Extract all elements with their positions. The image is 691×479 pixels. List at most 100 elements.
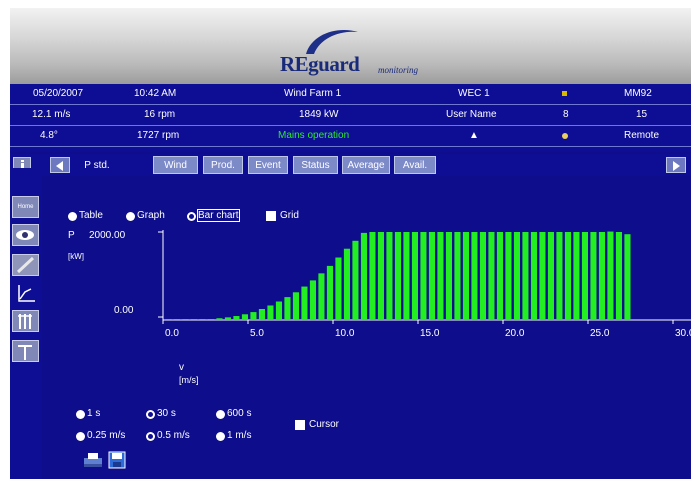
home-button[interactable]: Home bbox=[12, 196, 39, 218]
prev-tab-button[interactable] bbox=[50, 157, 70, 173]
status-square-icon bbox=[562, 91, 567, 96]
chart-bar bbox=[428, 232, 435, 320]
grid-option-label: Grid bbox=[280, 210, 299, 221]
prev-arrow-icon bbox=[56, 161, 63, 171]
x-axis-label: v bbox=[179, 362, 184, 373]
chart-bar bbox=[564, 232, 571, 320]
bin-05-radio[interactable] bbox=[146, 432, 155, 441]
wind-speed-value: 12.1 m/s bbox=[32, 109, 71, 120]
x-tick-label: 30.0 bbox=[675, 328, 691, 339]
tab-status[interactable]: Status bbox=[293, 156, 338, 174]
count-value: 8 bbox=[563, 109, 569, 120]
save-icon[interactable] bbox=[108, 451, 126, 469]
chart-bar bbox=[292, 292, 299, 320]
view-button[interactable] bbox=[12, 224, 39, 246]
tab-avail[interactable]: Avail. bbox=[394, 156, 436, 174]
chart-bar bbox=[275, 301, 282, 320]
chart-bar bbox=[445, 232, 452, 320]
interval-600s-radio[interactable] bbox=[216, 410, 225, 419]
chart-bar bbox=[437, 232, 444, 320]
interval-600s-label: 600 s bbox=[227, 408, 252, 419]
chart-bar bbox=[420, 232, 427, 320]
chart-bar bbox=[250, 312, 257, 320]
tab-prod[interactable]: Prod. bbox=[203, 156, 243, 174]
number-value: 15 bbox=[636, 109, 648, 120]
chart-bar bbox=[624, 234, 631, 320]
chart-button[interactable] bbox=[12, 282, 39, 304]
edit-button[interactable] bbox=[12, 254, 39, 276]
y-axis-label: P bbox=[68, 230, 75, 241]
x-tick-label: 5.0 bbox=[250, 328, 264, 339]
chart-bar bbox=[267, 305, 274, 320]
tower-button[interactable] bbox=[12, 310, 39, 332]
chart-bar bbox=[207, 319, 214, 320]
pencil-icon bbox=[16, 256, 35, 274]
tab-wind[interactable]: Wind bbox=[153, 156, 198, 174]
turbine-button[interactable] bbox=[12, 340, 39, 362]
bar-chart-radio[interactable] bbox=[187, 212, 196, 221]
print-icon[interactable] bbox=[82, 450, 104, 470]
chart-bar bbox=[479, 232, 486, 320]
grid-checkbox[interactable] bbox=[266, 211, 276, 221]
graph-radio[interactable] bbox=[126, 212, 135, 221]
chart-bar bbox=[241, 314, 248, 320]
chart-bar bbox=[301, 286, 308, 320]
bin-1-label: 1 m/s bbox=[227, 430, 252, 441]
chart-bar bbox=[182, 319, 189, 320]
interval-30s-radio[interactable] bbox=[146, 410, 155, 419]
chart-bar bbox=[581, 232, 588, 320]
chart-bar bbox=[190, 319, 197, 320]
bin-1-radio[interactable] bbox=[216, 432, 225, 441]
chart-bar bbox=[607, 231, 614, 320]
device-id: MM92 bbox=[624, 88, 652, 99]
chart-bar bbox=[547, 232, 554, 320]
control-mode: Remote bbox=[624, 130, 660, 141]
tab-average[interactable]: Average bbox=[342, 156, 390, 174]
cursor-checkbox[interactable] bbox=[295, 420, 305, 430]
chart-bar bbox=[377, 232, 384, 320]
tab-p-std[interactable]: P std. bbox=[72, 156, 122, 174]
table-radio[interactable] bbox=[68, 212, 77, 221]
interval-1s-radio[interactable] bbox=[76, 410, 85, 419]
chart-bar bbox=[505, 232, 512, 320]
bin-025-radio[interactable] bbox=[76, 432, 85, 441]
chart-bar bbox=[411, 232, 418, 320]
chart-bar bbox=[224, 317, 231, 320]
chart-bar bbox=[454, 232, 461, 320]
tower-icon bbox=[18, 314, 32, 329]
chart-bar bbox=[233, 316, 240, 320]
status-info-panel: 05/20/2007 10:42 AM Wind Farm 1 WEC 1 MM… bbox=[10, 84, 691, 152]
chart-bar bbox=[573, 232, 580, 320]
chart-bar bbox=[590, 232, 597, 320]
generator-speed-value: 1727 rpm bbox=[137, 130, 180, 141]
chart-bar bbox=[539, 232, 546, 320]
info-row-3: 4.8° 1727 rpm Mains operation ▲ Remote bbox=[10, 126, 691, 147]
graph-option-label: Graph bbox=[137, 210, 165, 221]
chart-bar bbox=[360, 232, 367, 320]
next-tab-button[interactable] bbox=[666, 157, 686, 173]
info-icon bbox=[21, 160, 24, 170]
bar-chart: 0.0 5.0 10.0 15.0 20.0 25.0 30.0 bbox=[158, 230, 691, 339]
info-row-2: 12.1 m/s 16 rpm 1849 kW User Name 8 15 bbox=[10, 105, 691, 126]
table-option-label: Table bbox=[79, 210, 103, 221]
info-row-1: 05/20/2007 10:42 AM Wind Farm 1 WEC 1 MM… bbox=[10, 84, 691, 105]
chart-bar bbox=[284, 297, 291, 320]
bar-chart-option-label: Bar chart bbox=[197, 209, 240, 222]
chart-bar bbox=[403, 232, 410, 320]
tab-event[interactable]: Event bbox=[248, 156, 288, 174]
y-tick-max: 2000.00 bbox=[89, 230, 126, 241]
status-dot-icon bbox=[562, 133, 568, 139]
tab-bar: P std. Wind Prod. Event Status Average A… bbox=[10, 154, 691, 176]
angle-value: 4.8° bbox=[40, 130, 58, 141]
chart-bar bbox=[352, 240, 359, 320]
chart-bar bbox=[598, 232, 605, 320]
logo-brand: REguard bbox=[280, 52, 360, 76]
warning-icon: ▲ bbox=[469, 130, 479, 141]
chart-bar bbox=[369, 232, 376, 320]
x-tick-label: 25.0 bbox=[590, 328, 610, 339]
chart-bar bbox=[471, 232, 478, 320]
sidebar: Home bbox=[10, 168, 42, 479]
home-icon: Home bbox=[17, 204, 34, 210]
chart-bar bbox=[556, 232, 563, 320]
chart-icon bbox=[18, 285, 35, 302]
